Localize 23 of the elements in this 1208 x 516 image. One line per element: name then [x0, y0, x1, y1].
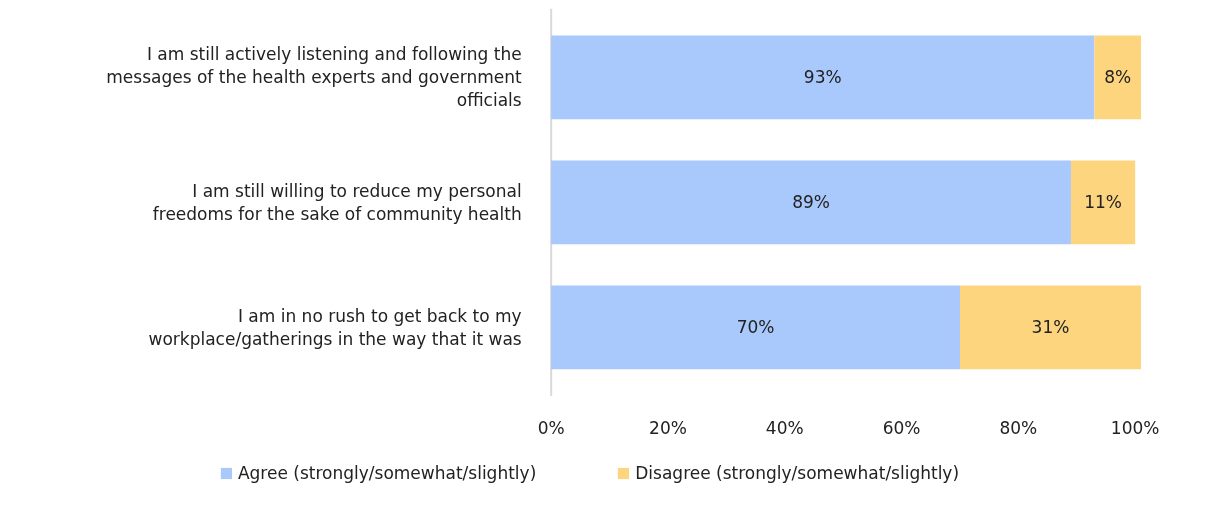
data-label: 89%	[792, 192, 830, 213]
data-label: 70%	[736, 317, 775, 338]
legend-label: Agree (strongly/somewhat/slightly)	[237, 463, 537, 483]
x-tick-label: 0%	[537, 418, 565, 438]
data-label: 8%	[1104, 67, 1132, 88]
bar	[551, 35, 1095, 120]
x-tick-label: 100%	[1110, 418, 1160, 438]
x-tick-label: 20%	[649, 418, 687, 438]
bar	[551, 285, 960, 370]
bar	[1094, 35, 1142, 120]
data-label: 11%	[1084, 192, 1122, 213]
x-tick-label: 40%	[765, 418, 804, 438]
bar	[551, 160, 1071, 245]
y-tick-label: I am in no rush to get back to my workplace/gatherings in the way that it was	[148, 305, 522, 349]
bar	[1070, 160, 1136, 245]
y-tick-label: I am still willing to reduce my personal freedoms for the sake of community health	[152, 180, 522, 224]
legend-label: Disagree (strongly/somewhat/slightly)	[635, 463, 960, 483]
x-tick-label: 60%	[882, 418, 921, 438]
x-tick-label: 80%	[999, 418, 1038, 438]
data-label: 93%	[803, 67, 842, 88]
y-tick-label: I am still actively listening and following the messages of the health experts and government officials	[106, 44, 522, 111]
data-label: 31%	[1031, 317, 1070, 338]
bar	[959, 285, 1142, 370]
